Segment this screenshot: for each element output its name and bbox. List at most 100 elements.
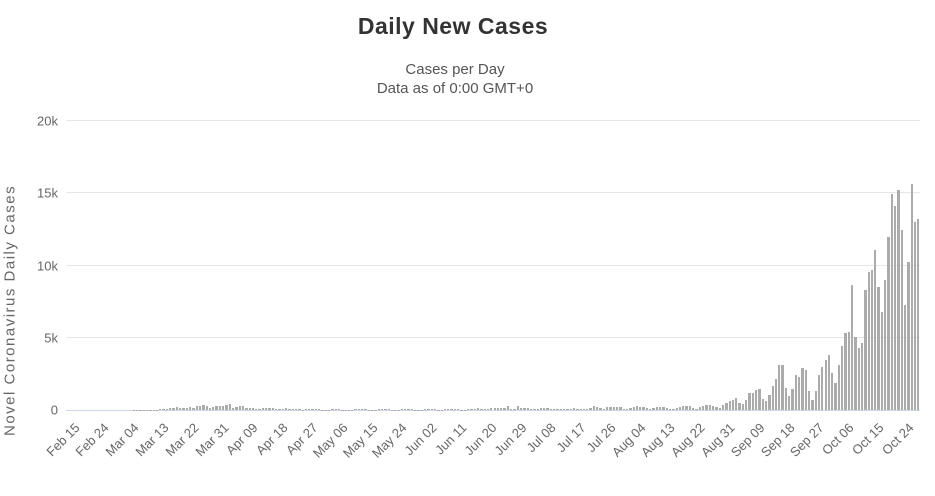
bar[interactable] (563, 408, 566, 410)
bar[interactable] (655, 406, 658, 410)
bar[interactable] (867, 272, 870, 410)
bar[interactable] (798, 376, 801, 410)
bar[interactable] (874, 249, 877, 410)
bar[interactable] (407, 409, 410, 410)
bar[interactable] (192, 407, 195, 410)
bar[interactable] (639, 406, 642, 410)
bar[interactable] (506, 406, 510, 410)
bar[interactable] (423, 409, 427, 410)
bar[interactable] (685, 406, 688, 410)
bar[interactable] (764, 401, 768, 410)
bar[interactable] (741, 404, 745, 410)
bar[interactable] (486, 409, 490, 410)
bar[interactable] (675, 407, 678, 410)
bar[interactable] (490, 408, 493, 410)
bar[interactable] (232, 408, 235, 410)
bar[interactable] (476, 408, 480, 410)
bar[interactable] (384, 409, 387, 410)
bar[interactable] (781, 365, 784, 410)
bar[interactable] (284, 408, 288, 410)
bar[interactable] (725, 402, 728, 410)
bar[interactable] (609, 406, 612, 410)
bar[interactable] (695, 408, 698, 410)
bar[interactable] (774, 379, 778, 410)
bar[interactable] (566, 408, 569, 410)
bar[interactable] (596, 407, 599, 410)
bar[interactable] (318, 409, 321, 410)
bar[interactable] (255, 408, 258, 410)
bar[interactable] (288, 408, 291, 410)
bar[interactable] (496, 408, 500, 410)
bar[interactable] (377, 409, 380, 410)
bar[interactable] (251, 407, 255, 410)
bar[interactable] (404, 409, 407, 410)
bar[interactable] (738, 402, 741, 410)
bar[interactable] (387, 409, 390, 410)
bar[interactable] (665, 407, 668, 410)
bar[interactable] (304, 409, 308, 410)
bar[interactable] (212, 407, 215, 410)
bar[interactable] (195, 405, 198, 410)
bar[interactable] (380, 409, 384, 410)
bar[interactable] (698, 406, 702, 410)
bar[interactable] (546, 408, 549, 410)
bar[interactable] (589, 408, 592, 410)
bar[interactable] (668, 408, 672, 410)
bar[interactable] (917, 219, 920, 410)
bar[interactable] (645, 408, 649, 410)
bar[interactable] (834, 383, 837, 410)
bar[interactable] (768, 395, 771, 410)
bar[interactable] (745, 399, 748, 410)
bar[interactable] (215, 405, 218, 410)
bar[interactable] (910, 183, 913, 410)
bar[interactable] (811, 399, 814, 410)
bar[interactable] (841, 345, 844, 410)
bar[interactable] (622, 408, 625, 410)
bar[interactable] (612, 407, 615, 410)
bar[interactable] (791, 388, 794, 410)
bar[interactable] (682, 406, 685, 410)
bar[interactable] (913, 222, 917, 410)
bar[interactable] (602, 408, 606, 410)
bar[interactable] (361, 409, 364, 410)
bar[interactable] (827, 355, 831, 410)
bar[interactable] (298, 409, 301, 410)
bar[interactable] (235, 407, 238, 410)
bar[interactable] (582, 409, 586, 410)
bar[interactable] (688, 406, 692, 410)
bar[interactable] (821, 367, 824, 410)
bar[interactable] (890, 193, 893, 410)
bar[interactable] (758, 389, 761, 410)
bar[interactable] (599, 407, 602, 410)
bar[interactable] (553, 409, 556, 410)
bar[interactable] (788, 395, 791, 410)
bar[interactable] (837, 364, 841, 410)
bar[interactable] (662, 407, 665, 410)
bar[interactable] (804, 369, 807, 410)
bar[interactable] (470, 409, 473, 410)
bar[interactable] (265, 407, 268, 410)
bar[interactable] (480, 408, 483, 410)
bar[interactable] (708, 405, 711, 410)
bar[interactable] (513, 409, 516, 410)
bar[interactable] (443, 409, 447, 410)
bar[interactable] (314, 409, 318, 410)
bar[interactable] (635, 406, 639, 410)
bar[interactable] (794, 375, 797, 410)
bar[interactable] (331, 408, 334, 410)
bar[interactable] (539, 408, 543, 410)
bar[interactable] (559, 409, 562, 410)
bar[interactable] (291, 408, 294, 410)
bar[interactable] (625, 409, 629, 410)
bar[interactable] (165, 409, 169, 410)
bar[interactable] (801, 367, 804, 410)
bar[interactable] (533, 409, 536, 410)
bar[interactable] (427, 409, 430, 410)
bar[interactable] (182, 407, 185, 410)
bar[interactable] (516, 405, 519, 410)
bar[interactable] (887, 236, 890, 410)
bar[interactable] (572, 408, 576, 410)
bar[interactable] (457, 409, 460, 410)
bar[interactable] (185, 407, 188, 410)
bar[interactable] (410, 409, 414, 410)
